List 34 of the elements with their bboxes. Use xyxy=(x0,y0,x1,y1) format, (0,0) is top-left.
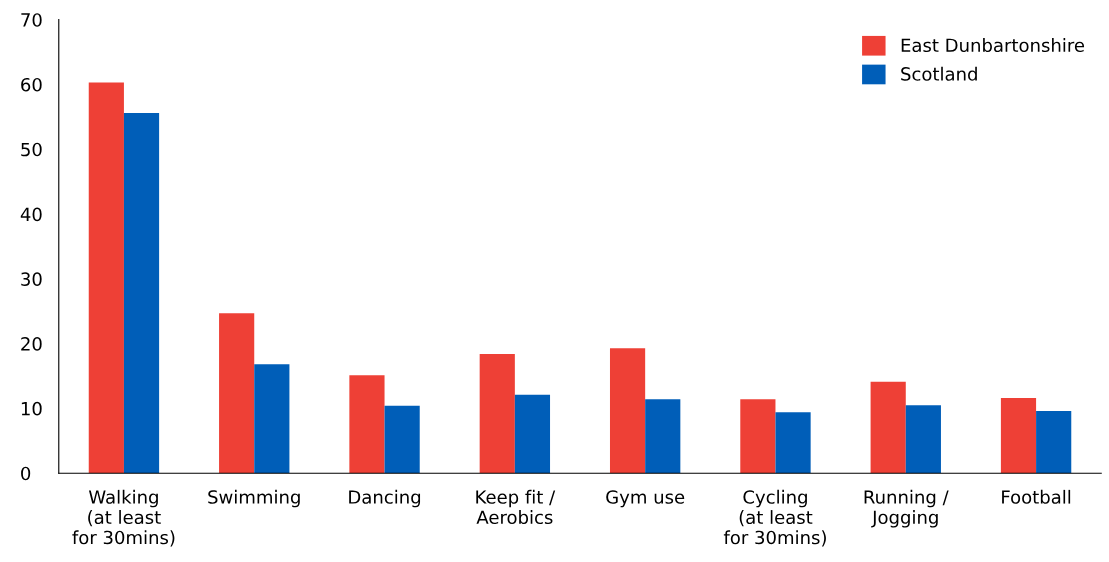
x-tick-label: Cycling (at least for 30mins) xyxy=(723,489,826,547)
bar xyxy=(740,399,776,474)
y-tick-label: 50 xyxy=(21,142,42,157)
bar xyxy=(645,399,681,474)
legend-label: East Dunbartonshire xyxy=(901,38,1085,53)
bar xyxy=(1036,411,1072,474)
bar xyxy=(219,313,255,474)
bar xyxy=(254,364,290,474)
bar xyxy=(905,405,941,474)
y-tick-label: 10 xyxy=(21,401,42,416)
y-tick-label: 70 xyxy=(21,13,42,27)
x-tick-label: Swimming xyxy=(208,489,300,508)
bar xyxy=(88,82,124,474)
bar xyxy=(609,348,646,474)
y-tick-label: 60 xyxy=(21,77,42,92)
bar xyxy=(775,412,811,474)
bar xyxy=(514,394,551,474)
bar xyxy=(349,375,385,474)
x-tick-label: Gym use xyxy=(606,490,685,508)
x-tick-label: Walking (at least for 30mins) xyxy=(72,489,175,547)
y-tick-label: 20 xyxy=(21,337,42,351)
legend-label: Scotland xyxy=(901,66,977,81)
x-tick-label: Dancing xyxy=(349,489,421,508)
y-tick-label: 30 xyxy=(21,272,42,286)
x-tick-label: Football xyxy=(1002,489,1071,504)
bar xyxy=(384,405,420,474)
bar xyxy=(1000,398,1037,474)
bar xyxy=(479,353,515,474)
x-tick-label: Keep fit / Aerobics xyxy=(476,489,556,525)
x-tick-label: Running / Jogging xyxy=(864,489,949,528)
bar xyxy=(870,381,906,474)
bar xyxy=(123,112,160,474)
y-tick-label: 40 xyxy=(20,207,42,222)
y-tick-label: 0 xyxy=(21,466,31,481)
